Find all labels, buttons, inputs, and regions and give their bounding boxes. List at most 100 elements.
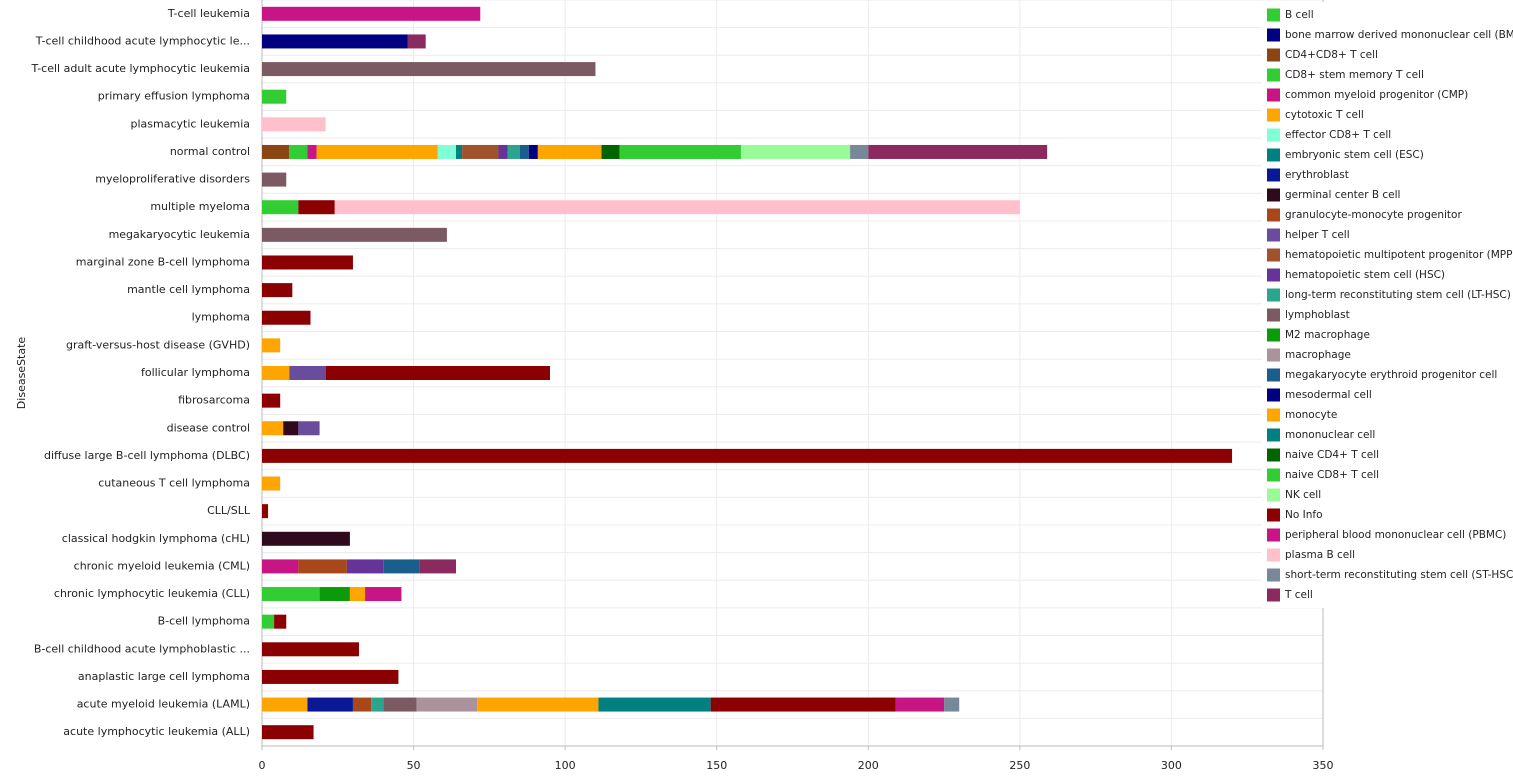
legend-label: T cell [1284, 589, 1313, 601]
legend-label: granulocyte-monocyte progenitor [1285, 209, 1462, 221]
bar-segment [316, 144, 438, 159]
legend-swatch [1267, 548, 1280, 562]
legend-swatch [1267, 408, 1280, 422]
legend-label: macrophage [1285, 349, 1351, 361]
legend-label: embryonic stem cell (ESC) [1285, 149, 1424, 161]
bar-segment [416, 697, 478, 712]
x-tick-label: 50 [407, 759, 421, 772]
bar-segment [365, 587, 402, 602]
y-tick-label: B-cell childhood acute lymphoblastic ... [34, 642, 250, 655]
y-tick-label: T-cell leukemia [167, 7, 250, 20]
legend-label: peripheral blood mononuclear cell (PBMC) [1285, 529, 1506, 541]
bar-segment [262, 34, 408, 49]
legend-swatch [1267, 328, 1280, 342]
legend-swatch [1267, 128, 1280, 142]
y-tick-label: follicular lymphoma [141, 366, 250, 379]
bar-segment [262, 366, 290, 380]
legend-swatch [1267, 48, 1280, 62]
bar-segment [850, 144, 869, 159]
y-tick-label: myeloproliferative disorders [95, 173, 250, 186]
legend-swatch [1267, 188, 1280, 202]
bar-segment [537, 144, 602, 159]
y-tick-label: plasmacytic leukemia [131, 117, 251, 130]
bar-segment [498, 144, 508, 159]
legend-label: hematopoietic multipotent progenitor (MP… [1285, 249, 1513, 261]
x-tick-label: 300 [1161, 759, 1182, 772]
bar-segment [298, 559, 347, 574]
bar-segment [325, 366, 550, 380]
legend-swatch [1267, 448, 1280, 462]
legend-background [1262, 2, 1512, 608]
bar-segment [868, 144, 1048, 159]
bar-segment [352, 697, 372, 712]
legend-swatch [1267, 388, 1280, 402]
bar-segment [462, 144, 499, 159]
bar-segment [262, 642, 360, 657]
bar-segment [262, 62, 596, 77]
legend-swatch [1267, 228, 1280, 242]
y-tick-label: disease control [167, 421, 250, 434]
bar-segment [371, 697, 384, 712]
legend-swatch [1267, 148, 1280, 162]
bar-segment [262, 117, 326, 132]
legend-swatch [1267, 588, 1280, 602]
bar-segment [262, 172, 287, 187]
legend-label: common myeloid progenitor (CMP) [1285, 89, 1468, 101]
bar-segment [710, 697, 896, 712]
y-tick-label: graft-versus-host disease (GVHD) [66, 338, 250, 351]
bar-segment [262, 200, 299, 215]
bar-segment [262, 531, 350, 546]
bar-segment [262, 144, 290, 159]
bar-segment [383, 697, 417, 712]
legend-label: M2 macrophage [1285, 329, 1370, 341]
legend-label: monocyte [1285, 409, 1337, 421]
bar-segment [262, 725, 314, 740]
bar-segment [262, 504, 269, 519]
y-tick-label: classical hodgkin lymphoma (cHL) [62, 532, 250, 545]
legend: B cell bone marrow derived mononuclear ce… [1262, 2, 1513, 608]
bar-segment [407, 34, 426, 49]
bar-segment [477, 697, 599, 712]
bar-segment [262, 89, 287, 104]
y-tick-label: marginal zone B-cell lymphoma [76, 255, 250, 268]
bar-segment [262, 448, 1233, 463]
y-tick-label: diffuse large B-cell lymphoma (DLBC) [44, 449, 250, 462]
legend-swatch [1267, 208, 1280, 222]
legend-label: effector CD8+ T cell [1285, 129, 1391, 141]
bar-segment [274, 614, 287, 629]
bar-segment [307, 697, 353, 712]
legend-swatch [1267, 508, 1280, 522]
legend-label: No Info [1285, 509, 1323, 521]
bar-segment [619, 144, 741, 159]
legend-swatch [1267, 28, 1280, 42]
bar-segment [601, 144, 620, 159]
legend-swatch [1267, 368, 1280, 382]
y-tick-label: megakaryocytic leukemia [109, 228, 250, 241]
legend-swatch [1267, 348, 1280, 362]
bar-segment [262, 559, 299, 574]
bar-segment [298, 421, 320, 436]
y-tick-label: CLL/SLL [207, 504, 251, 517]
x-tick-label: 100 [555, 759, 576, 772]
bar-segment [262, 6, 481, 21]
bar-segment [298, 200, 335, 215]
legend-label: long-term reconstituting stem cell (LT-H… [1285, 289, 1511, 301]
legend-label: cytotoxic T cell [1285, 109, 1364, 121]
y-tick-label: fibrosarcoma [178, 394, 250, 407]
legend-label: helper T cell [1285, 229, 1350, 241]
bar-segment [944, 697, 960, 712]
y-tick-label: acute lymphocytic leukemia (ALL) [63, 725, 250, 738]
bar-segment [262, 476, 281, 491]
bar-segment [456, 144, 463, 159]
legend-swatch [1267, 308, 1280, 322]
y-tick-label: multiple myeloma [150, 200, 250, 213]
bar-segment [346, 559, 384, 574]
y-tick-label: chronic myeloid leukemia (CML) [74, 559, 250, 572]
bar-segment [895, 697, 945, 712]
x-tick-label: 200 [858, 759, 879, 772]
legend-label: NK cell [1285, 489, 1321, 501]
bar-segment [383, 559, 420, 574]
y-tick-label: normal control [170, 145, 250, 158]
bar-segment [262, 310, 311, 325]
bar-segment [307, 144, 317, 159]
